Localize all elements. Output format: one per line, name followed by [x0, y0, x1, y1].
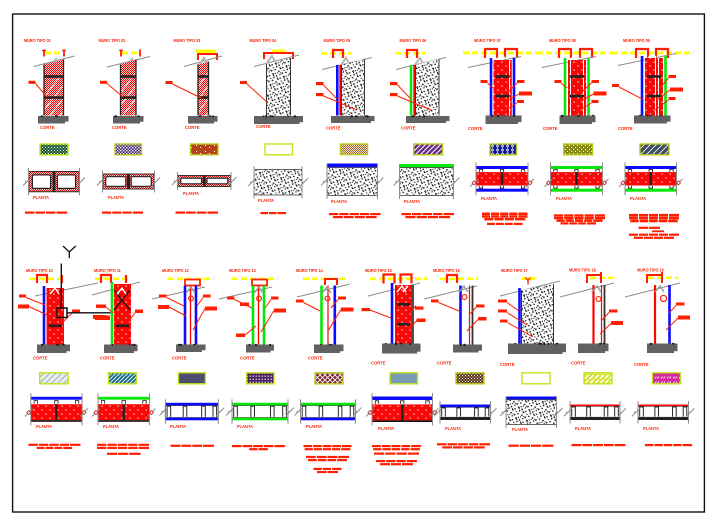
svg-text:CORTE: CORTE	[256, 124, 271, 129]
svg-text:CORTE: CORTE	[618, 126, 633, 131]
svg-text:PLANTA: PLANTA	[331, 199, 347, 204]
svg-text:MURO TIPO 19: MURO TIPO 19	[637, 268, 664, 273]
svg-text:CORTE: CORTE	[33, 356, 48, 361]
svg-text:MURO TIPO 17: MURO TIPO 17	[501, 268, 528, 273]
svg-text:CORTE: CORTE	[371, 361, 386, 366]
svg-text:PLANTA: PLANTA	[33, 195, 49, 200]
svg-text:CORTE: CORTE	[185, 125, 200, 130]
svg-text:MURO TIPO 11: MURO TIPO 11	[94, 268, 121, 273]
svg-text:PLANTA: PLANTA	[170, 424, 186, 429]
svg-text:PLANTA: PLANTA	[108, 195, 124, 200]
svg-text:PLANTA: PLANTA	[237, 424, 253, 429]
svg-text:MURO TIPO 05: MURO TIPO 05	[324, 38, 351, 43]
svg-text:CORTE: CORTE	[571, 361, 586, 366]
svg-text:PLANTA: PLANTA	[445, 426, 461, 431]
svg-text:MURO TIPO 08: MURO TIPO 08	[549, 38, 576, 43]
svg-text:PLANTA: PLANTA	[630, 196, 646, 201]
svg-text:MURO TIPO 07: MURO TIPO 07	[474, 38, 501, 43]
svg-text:MURO TIPO 04: MURO TIPO 04	[250, 38, 277, 43]
svg-text:CORTE: CORTE	[543, 126, 558, 131]
svg-text:PLANTA: PLANTA	[512, 427, 528, 432]
svg-text:PLANTA: PLANTA	[643, 426, 659, 431]
svg-text:CORTE: CORTE	[326, 126, 341, 131]
svg-text:MURO TIPO 02: MURO TIPO 02	[99, 38, 126, 43]
svg-text:MURO TIPO 14: MURO TIPO 14	[296, 268, 323, 273]
svg-text:CORTE: CORTE	[112, 125, 127, 130]
svg-text:PLANTA: PLANTA	[183, 191, 199, 196]
svg-text:MURO TIPO 01: MURO TIPO 01	[24, 38, 51, 43]
svg-text:PLANTA: PLANTA	[378, 426, 394, 431]
svg-text:MURO TIPO 06: MURO TIPO 06	[400, 38, 427, 43]
svg-text:MURO TIPO 12: MURO TIPO 12	[162, 268, 189, 273]
svg-text:CORTE: CORTE	[100, 356, 115, 361]
svg-text:CORTE: CORTE	[401, 126, 416, 131]
svg-text:PLANTA: PLANTA	[481, 196, 497, 201]
svg-text:CORTE: CORTE	[437, 361, 452, 366]
svg-text:MURO TIPO 13: MURO TIPO 13	[229, 268, 256, 273]
svg-text:CORTE: CORTE	[308, 356, 323, 361]
svg-text:MURO TIPO 10: MURO TIPO 10	[26, 268, 53, 273]
svg-text:CORTE: CORTE	[240, 356, 255, 361]
svg-text:CORTE: CORTE	[172, 356, 187, 361]
svg-text:PLANTA: PLANTA	[404, 199, 420, 204]
svg-text:PLANTA: PLANTA	[306, 424, 322, 429]
svg-text:MURO TIPO 15: MURO TIPO 15	[365, 268, 392, 273]
svg-text:MURO TIPO 03: MURO TIPO 03	[174, 38, 201, 43]
svg-text:PLANTA: PLANTA	[36, 424, 52, 429]
svg-text:PLANTA: PLANTA	[103, 424, 119, 429]
svg-text:CORTE: CORTE	[468, 126, 483, 131]
svg-text:MURO TIPO 09: MURO TIPO 09	[623, 38, 650, 43]
svg-text:CORTE: CORTE	[634, 362, 649, 367]
svg-text:PLANTA: PLANTA	[556, 196, 572, 201]
svg-text:MURO TIPO 16: MURO TIPO 16	[433, 268, 460, 273]
svg-text:CORTE: CORTE	[500, 362, 515, 367]
svg-text:CORTE: CORTE	[40, 125, 55, 130]
svg-text:PLANTA: PLANTA	[575, 426, 591, 431]
svg-text:MURO TIPO 18: MURO TIPO 18	[569, 268, 596, 273]
svg-text:PLANTA: PLANTA	[258, 198, 274, 203]
